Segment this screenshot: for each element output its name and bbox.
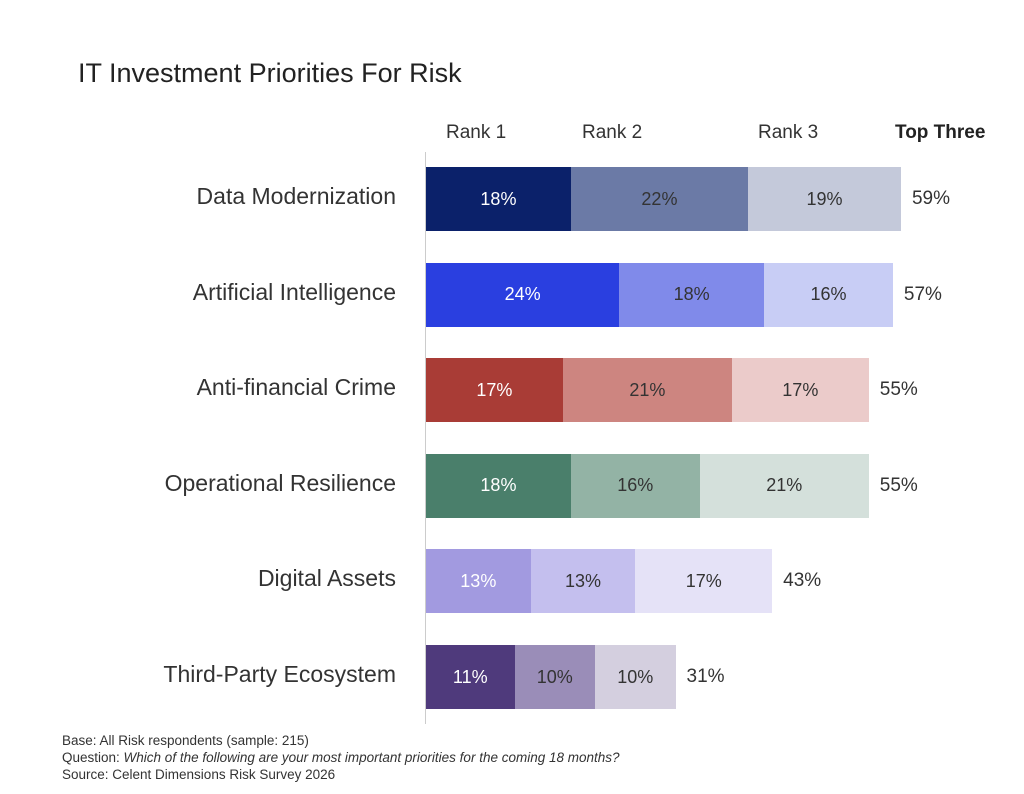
total-label: 55% [879, 379, 918, 401]
total-label: 57% [903, 283, 942, 305]
bar-segment-rank-2: 22% [570, 167, 748, 231]
bar-segment-rank-1: 18% [426, 453, 571, 518]
bar-segment-rank-3: 19% [748, 167, 901, 231]
bar-segment-rank-2: 16% [570, 453, 700, 518]
category-label: Artificial Intelligence [192, 278, 396, 305]
bar-segment-rank-3: 17% [731, 358, 869, 423]
footnote-source: Source: Celent Dimensions Risk Survey 20… [62, 767, 336, 782]
total-label: 31% [686, 666, 725, 687]
chart-title: IT Investment Priorities For Risk [78, 58, 462, 88]
header-rank-1: Rank 1 [446, 122, 507, 143]
footnote-base: Base: All Risk respondents (sample: 215) [62, 733, 309, 748]
question-text: Which of the following are your most imp… [123, 750, 620, 765]
category-label: Third-Party Ecosystem [163, 661, 396, 687]
bar-segment-rank-3: 16% [764, 262, 893, 327]
total-label: 43% [783, 570, 822, 592]
bar-segment-rank-3: 10% [595, 645, 676, 709]
total-label: 55% [879, 474, 918, 496]
bar-segment-rank-3: 21% [699, 453, 869, 518]
category-label: Operational Resilience [164, 469, 396, 496]
bar-segment-rank-1: 13% [426, 549, 531, 614]
footnote-question: Question: Which of the following are you… [62, 750, 620, 765]
total-label: 59% [911, 188, 950, 209]
header-rank-2: Rank 2 [582, 122, 643, 143]
category-label: Data Modernization [196, 183, 396, 209]
bar-segment-rank-2: 13% [530, 549, 636, 614]
bar-segment-rank-1: 17% [426, 358, 563, 423]
bar-segment-rank-1: 18% [426, 167, 571, 231]
header-top-three: Top Three [895, 122, 986, 143]
bar-segment-rank-2: 10% [514, 645, 596, 709]
y-axis-line [425, 152, 426, 724]
category-label: Anti-financial Crime [196, 374, 396, 401]
bar-segment-rank-2: 21% [562, 358, 732, 423]
question-label: Question: [62, 750, 124, 765]
bar-segment-rank-2: 18% [619, 262, 765, 327]
category-label: Digital Assets [257, 565, 396, 592]
bar-segment-rank-1: 11% [426, 645, 515, 709]
bar-segment-rank-1: 24% [426, 262, 620, 327]
header-rank-3: Rank 3 [758, 122, 819, 143]
bar-segment-rank-3: 17% [635, 549, 773, 614]
